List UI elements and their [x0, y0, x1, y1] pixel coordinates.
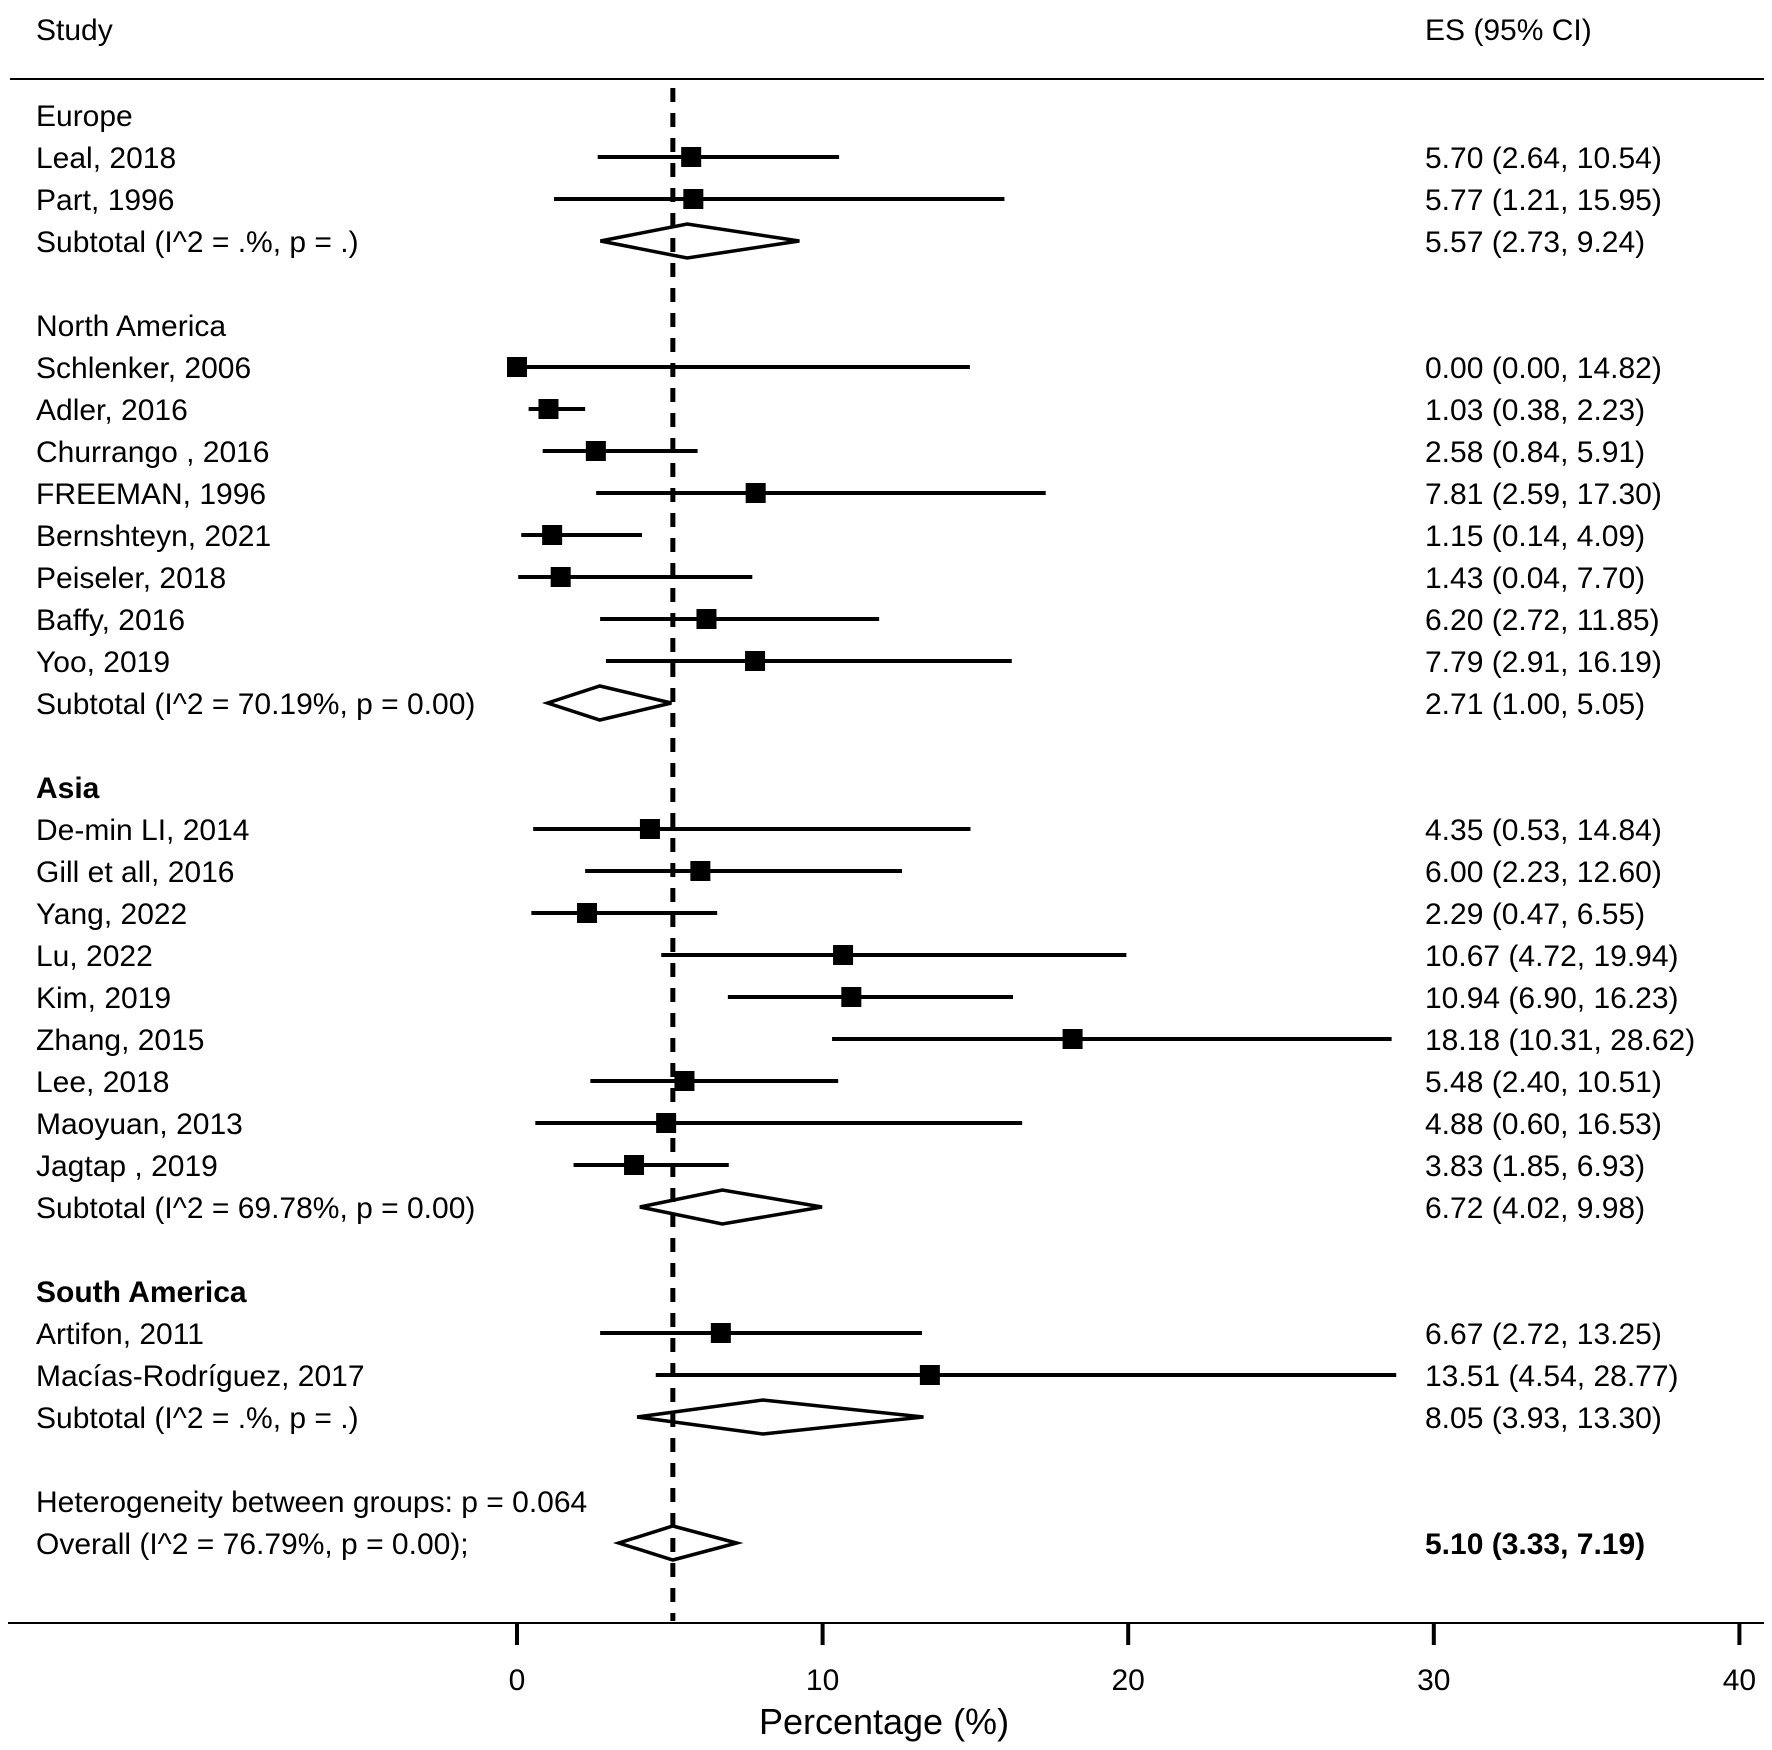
subtotal-diamond	[541, 684, 672, 722]
study-es-ci: 4.88 (0.60, 16.53)	[1425, 1108, 1662, 1141]
point-estimate-marker	[745, 651, 766, 671]
study-label: Lu, 2022	[36, 940, 153, 973]
point-estimate-marker	[542, 525, 563, 545]
study-label: Macías-Rodríguez, 2017	[36, 1360, 365, 1393]
point-estimate-marker	[550, 567, 571, 587]
study-label: Adler, 2016	[36, 394, 188, 427]
point-estimate-marker	[624, 1155, 645, 1175]
x-tick-label: 30	[1417, 1664, 1450, 1697]
point-estimate-marker	[576, 903, 597, 923]
subtotal-es-ci: 2.71 (1.00, 5.05)	[1425, 688, 1645, 721]
point-estimate-marker	[833, 945, 854, 965]
study-label: Kim, 2019	[36, 982, 171, 1015]
x-tick-label: 40	[1723, 1664, 1756, 1697]
header-es: ES (95% CI)	[1425, 14, 1592, 47]
subtotal-label: Subtotal (I^2 = .%, p = .)	[36, 226, 359, 259]
study-es-ci: 10.94 (6.90, 16.23)	[1425, 982, 1679, 1015]
point-estimate-marker	[690, 861, 711, 881]
study-label: Baffy, 2016	[36, 604, 185, 637]
point-estimate-marker	[919, 1365, 940, 1385]
study-es-ci: 5.48 (2.40, 10.51)	[1425, 1066, 1662, 1099]
study-label: Lee, 2018	[36, 1066, 169, 1099]
x-axis-title: Percentage (%)	[759, 1701, 1009, 1742]
overall-diamond	[612, 1524, 744, 1562]
note-label: Heterogeneity between groups: p = 0.064	[36, 1486, 587, 1519]
overall-label: Overall (I^2 = 76.79%, p = 0.00);	[36, 1528, 469, 1561]
rows-layer: Europe Leal, 2018 5.70 (2.64, 10.54) Part, …	[36, 100, 1695, 1562]
study-es-ci: 13.51 (4.54, 28.77)	[1425, 1360, 1679, 1393]
subtotal-label: Subtotal (I^2 = .%, p = .)	[36, 1402, 359, 1435]
study-es-ci: 18.18 (10.31, 28.62)	[1425, 1024, 1695, 1057]
study-es-ci: 2.29 (0.47, 6.55)	[1425, 898, 1645, 931]
study-label: Artifon, 2011	[36, 1318, 204, 1351]
study-es-ci: 1.03 (0.38, 2.23)	[1425, 394, 1645, 427]
study-es-ci: 6.67 (2.72, 13.25)	[1425, 1318, 1662, 1351]
study-label: Zhang, 2015	[36, 1024, 204, 1057]
group-label: Asia	[36, 772, 100, 805]
study-label: Jagtap , 2019	[36, 1150, 218, 1183]
study-es-ci: 1.15 (0.14, 4.09)	[1425, 520, 1645, 553]
group-label: South America	[36, 1276, 247, 1309]
x-tick-label: 20	[1112, 1664, 1145, 1697]
subtotal-diamond	[639, 1188, 823, 1226]
subtotal-diamond	[636, 1398, 924, 1436]
point-estimate-marker	[696, 609, 717, 629]
study-label: Maoyuan, 2013	[36, 1108, 243, 1141]
study-es-ci: 1.43 (0.04, 7.70)	[1425, 562, 1645, 595]
study-label: Schlenker, 2006	[36, 352, 251, 385]
study-es-ci: 3.83 (1.85, 6.93)	[1425, 1150, 1645, 1183]
study-label: Part, 1996	[36, 184, 174, 217]
study-es-ci: 7.79 (2.91, 16.19)	[1425, 646, 1662, 679]
study-es-ci: 2.58 (0.84, 5.91)	[1425, 436, 1645, 469]
header-study: Study	[36, 14, 113, 47]
study-label: Bernshteyn, 2021	[36, 520, 271, 553]
x-axis-ticks: 0 10 20 30 40	[509, 1623, 1756, 1697]
subtotal-es-ci: 8.05 (3.93, 13.30)	[1425, 1402, 1662, 1435]
point-estimate-marker	[507, 357, 527, 377]
point-estimate-marker	[841, 987, 862, 1007]
x-tick-label: 0	[509, 1664, 526, 1697]
group-label: North America	[36, 310, 226, 343]
point-estimate-marker	[710, 1323, 731, 1343]
study-label: Yang, 2022	[36, 898, 187, 931]
study-es-ci: 6.20 (2.72, 11.85)	[1425, 604, 1660, 637]
study-label: Peiseler, 2018	[36, 562, 226, 595]
study-label: Leal, 2018	[36, 142, 176, 175]
group-label: Europe	[36, 100, 133, 133]
point-estimate-marker	[1062, 1029, 1083, 1049]
subtotal-es-ci: 5.57 (2.73, 9.24)	[1425, 226, 1645, 259]
point-estimate-marker	[538, 399, 559, 419]
point-estimate-marker	[745, 483, 766, 503]
study-es-ci: 10.67 (4.72, 19.94)	[1425, 940, 1679, 973]
subtotal-label: Subtotal (I^2 = 70.19%, p = 0.00)	[36, 688, 475, 721]
study-es-ci: 4.35 (0.53, 14.84)	[1425, 814, 1662, 847]
point-estimate-marker	[585, 441, 606, 461]
study-es-ci: 5.70 (2.64, 10.54)	[1425, 142, 1662, 175]
study-label: Yoo, 2019	[36, 646, 170, 679]
study-es-ci: 0.00 (0.00, 14.82)	[1425, 352, 1662, 385]
overall-es-ci: 5.10 (3.33, 7.19)	[1425, 1528, 1645, 1561]
study-es-ci: 6.00 (2.23, 12.60)	[1425, 856, 1662, 889]
study-es-ci: 5.77 (1.21, 15.95)	[1425, 184, 1662, 217]
subtotal-es-ci: 6.72 (4.02, 9.98)	[1425, 1192, 1645, 1225]
study-es-ci: 7.81 (2.59, 17.30)	[1425, 478, 1662, 511]
x-tick-label: 10	[806, 1664, 839, 1697]
study-label: Gill et all, 2016	[36, 856, 234, 889]
study-label: De-min LI, 2014	[36, 814, 249, 847]
point-estimate-marker	[639, 819, 660, 839]
subtotal-label: Subtotal (I^2 = 69.78%, p = 0.00)	[36, 1192, 475, 1225]
study-label: FREEMAN, 1996	[36, 478, 266, 511]
point-estimate-marker	[683, 189, 704, 209]
subtotal-diamond	[600, 222, 800, 260]
point-estimate-marker	[681, 147, 702, 167]
study-label: Churrango , 2016	[36, 436, 270, 469]
point-estimate-marker	[674, 1071, 695, 1091]
